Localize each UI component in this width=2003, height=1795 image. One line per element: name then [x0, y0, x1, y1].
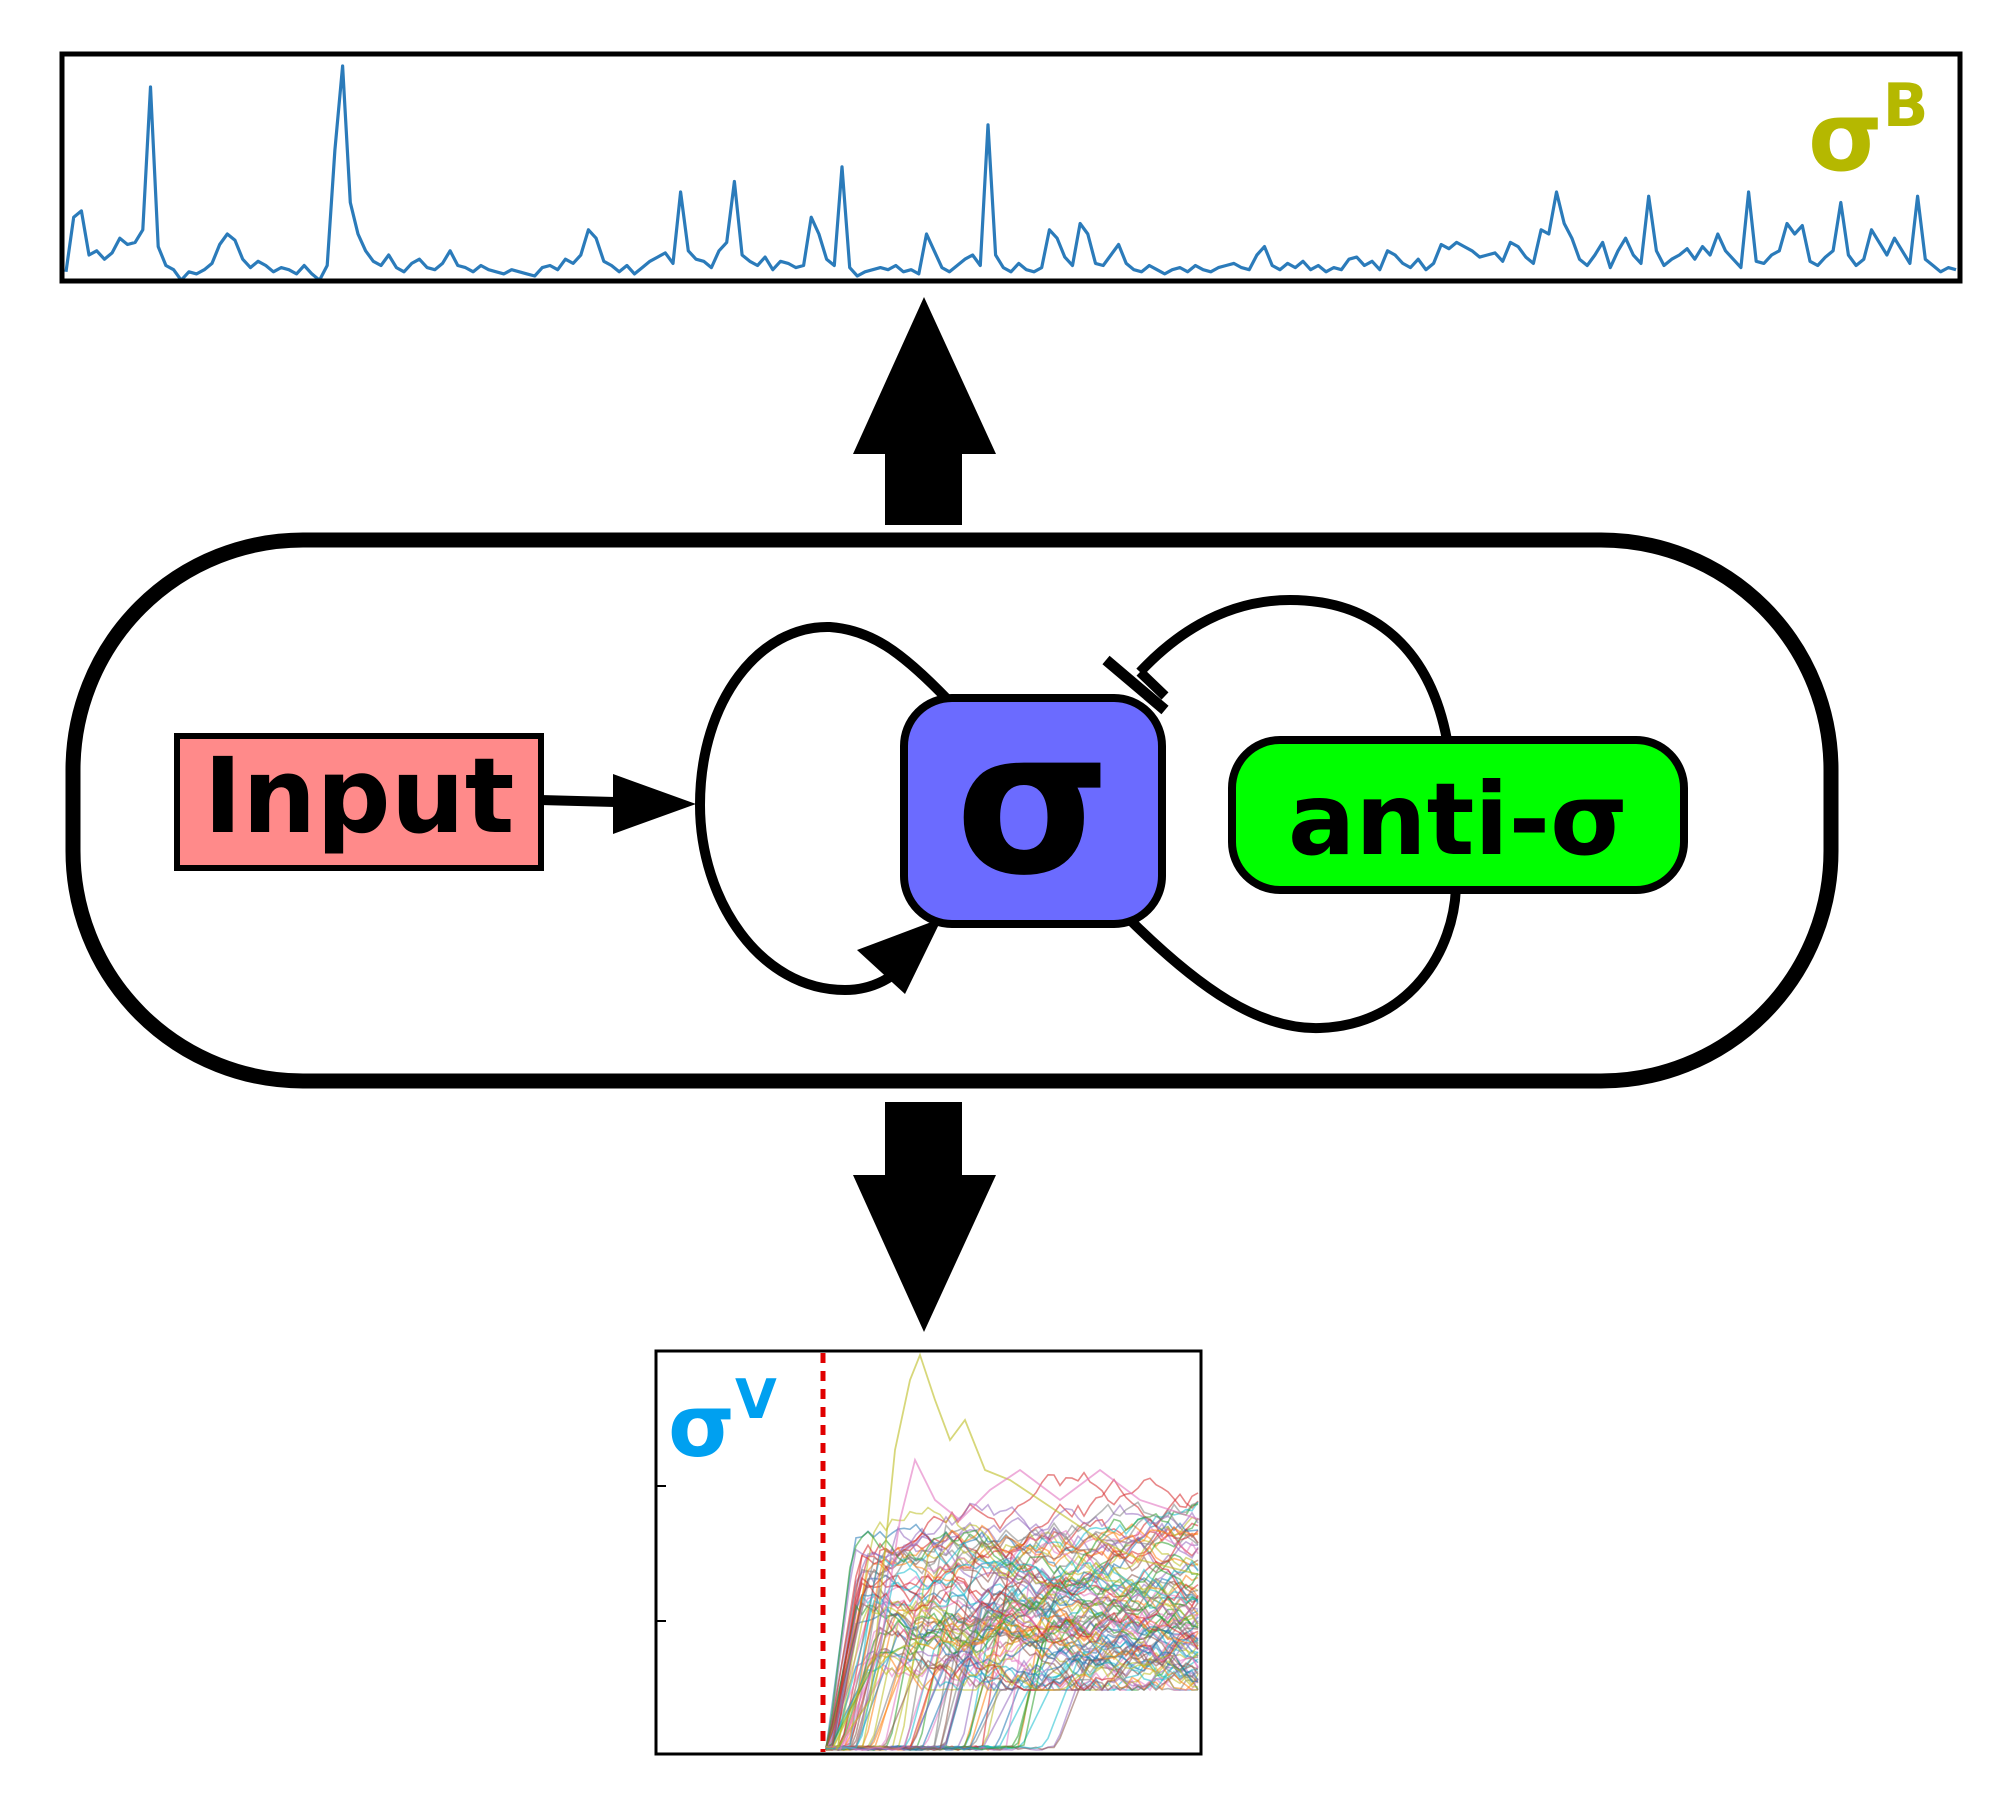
sigma-b-trace-line: [64, 64, 1957, 281]
sigma-v-panel: σV: [654, 1349, 1203, 1756]
sigma-b-label-base: σ: [1808, 81, 1883, 193]
sigma-b-label: σB: [1808, 71, 1929, 193]
ensemble-trace: [825, 1559, 1199, 1750]
sigma-node: σ: [900, 687, 1166, 928]
inhibition-bar: [1102, 655, 1169, 715]
sigma-b-frame: [59, 51, 1963, 284]
anti-sigma-label: anti-σ: [1288, 761, 1628, 878]
positive-feedback-arrowhead: [857, 918, 942, 994]
cell-outline: [65, 532, 1839, 1089]
ensemble-trace: [825, 1586, 1199, 1748]
sigma-v-label: σV: [668, 1368, 777, 1477]
ensemble-trace: [825, 1501, 1199, 1749]
anti-sigma-node: anti-σ: [1228, 736, 1688, 894]
anti-sigma-inhibition-loop: [1136, 594, 1452, 741]
anti-sigma-production-loop: [1121, 884, 1461, 1034]
input-arrow: [539, 774, 696, 834]
ensemble-trace: [825, 1635, 1199, 1751]
ensemble-trace: [826, 1577, 1199, 1751]
sigma-v-frame: [654, 1349, 1203, 1756]
sigma-b-label-sup: B: [1883, 71, 1929, 141]
input-node: Input: [174, 733, 544, 871]
sigma-v-label-base: σ: [668, 1377, 735, 1477]
ensemble-trace: [825, 1503, 1199, 1750]
sigma-label: σ: [955, 687, 1111, 920]
ensemble-trace: [825, 1532, 1199, 1751]
ensemble-trace: [825, 1503, 1199, 1750]
ensemble-trace: [825, 1564, 1199, 1751]
sigma-v-label-sup: V: [735, 1368, 777, 1431]
sigma-v-ensemble-lines: [825, 1352, 1201, 1751]
sigma-b-panel: σB: [59, 51, 1963, 284]
arrow-up-to-sigma-b: [853, 297, 996, 525]
ensemble-trace: [825, 1651, 1199, 1751]
ensemble-trace: [825, 1530, 1199, 1750]
arrow-down-to-sigma-v: [853, 1102, 996, 1332]
ensemble-trace: [839, 1457, 1201, 1751]
input-label: Input: [204, 735, 515, 857]
ensemble-trace: [835, 1352, 1201, 1751]
ensemble-trace: [825, 1602, 1199, 1749]
ensemble-trace: [825, 1618, 1199, 1751]
inhibition-stem: [1136, 668, 1169, 700]
positive-feedback-loop: [694, 621, 952, 996]
